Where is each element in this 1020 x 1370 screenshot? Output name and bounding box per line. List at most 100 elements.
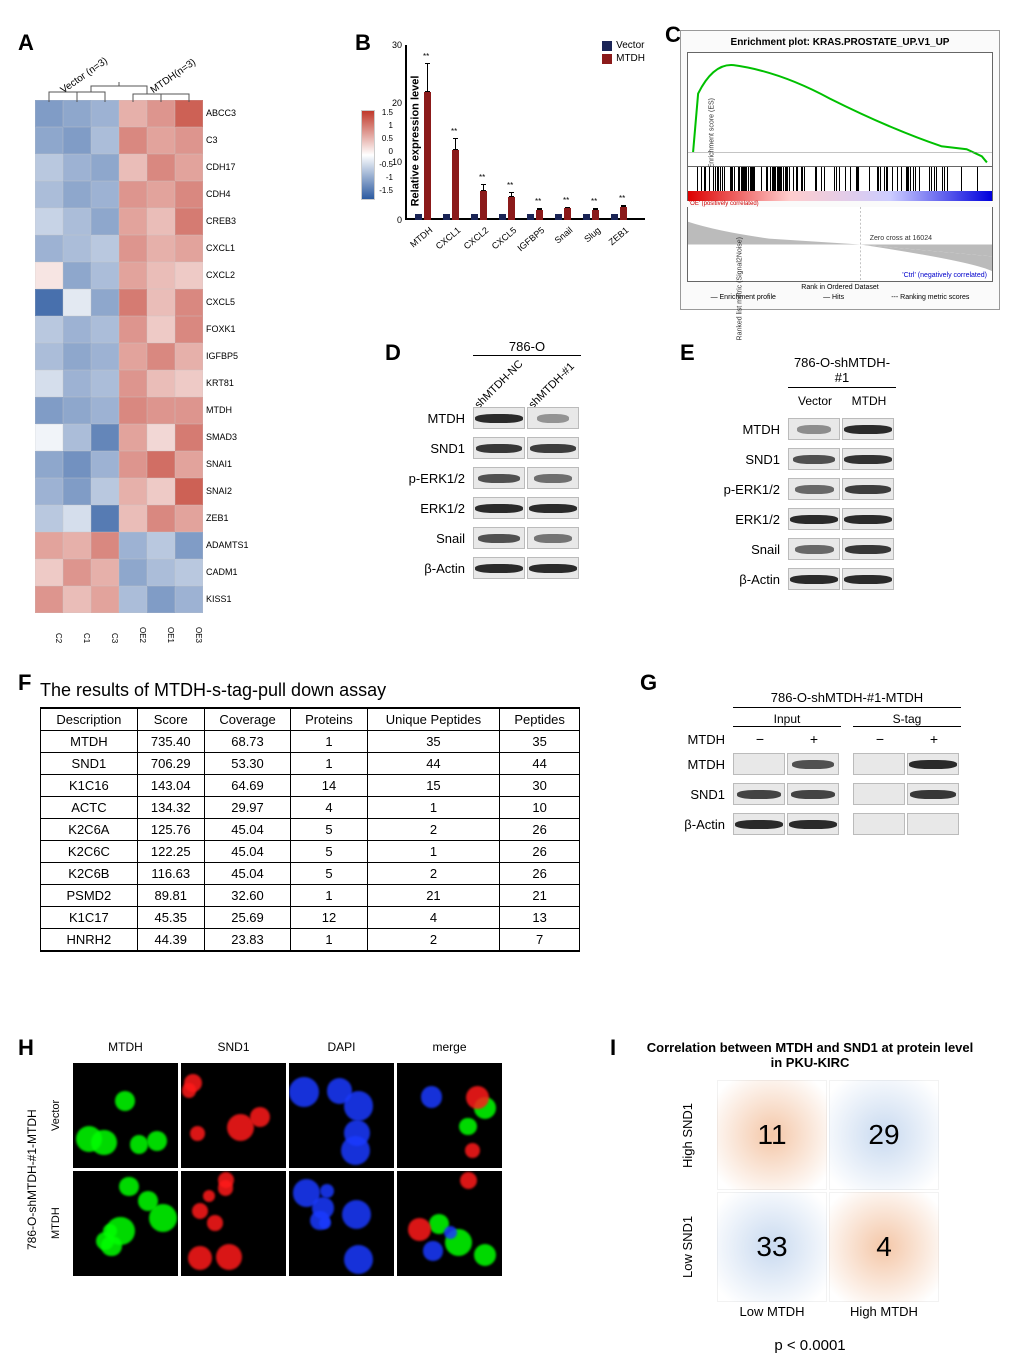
if-cell-blob <box>466 1086 489 1109</box>
if-image <box>181 1063 286 1168</box>
gsea-rank-area <box>688 207 992 281</box>
gsea-hit <box>746 167 747 191</box>
heatmap-cell <box>175 343 203 370</box>
wb-protein-label: p-ERK1/2 <box>710 482 788 497</box>
if-image <box>397 1063 502 1168</box>
heatmap-cell <box>147 343 175 370</box>
heatmap-cell <box>175 181 203 208</box>
significance-marker: ** <box>423 52 429 61</box>
gsea-hit <box>781 167 782 191</box>
ms-table-panel: The results of MTDH-s-tag-pull down assa… <box>40 680 580 952</box>
wb-lane <box>853 753 905 775</box>
table-cell: 15 <box>367 775 500 797</box>
error-bar <box>595 208 596 210</box>
gsea-hit <box>796 167 797 191</box>
heatmap-cell <box>175 262 203 289</box>
wb-row: MTDH <box>710 416 896 442</box>
if-cell-blob <box>119 1177 138 1196</box>
gsea-hit <box>836 167 837 191</box>
gsea-hit <box>910 167 911 191</box>
heatmap-cell <box>35 559 63 586</box>
heatmap-cell <box>63 424 91 451</box>
if-cell-blob <box>320 1184 334 1198</box>
heatmap-col-label: OE3 <box>175 613 203 643</box>
heatmap-cell <box>175 478 203 505</box>
heatmap-cell <box>91 424 119 451</box>
wb-e-rows: MTDHSND1p-ERK1/2ERK1/2Snailβ-Actin <box>710 416 896 592</box>
wb-lane <box>527 467 579 489</box>
heatmap-cell <box>35 343 63 370</box>
wb-lane <box>788 418 840 440</box>
table-header-cell: Peptides <box>500 708 580 731</box>
wb-e-col0: Vector <box>788 394 842 416</box>
table-cell: 45.04 <box>204 841 291 863</box>
table-cell: 143.04 <box>137 775 204 797</box>
wb-protein-label: Snail <box>395 531 473 546</box>
heatmap-cell <box>35 424 63 451</box>
wb-band <box>793 455 836 464</box>
gsea-neg-label: 'Ctrl' (negatively correlated) <box>902 272 987 279</box>
heatmap-cell <box>175 370 203 397</box>
table-cell: 26 <box>500 841 580 863</box>
gsea-hit <box>886 167 887 191</box>
error-bar <box>567 207 568 209</box>
wb-row: MTDH <box>395 405 581 431</box>
gsea-hit <box>697 167 698 191</box>
gsea-hit <box>722 167 723 191</box>
significance-marker: ** <box>563 196 569 205</box>
heatmap-cell <box>175 559 203 586</box>
corr-pvalue: p < 0.0001 <box>640 1337 980 1354</box>
bar-vector <box>527 214 534 220</box>
wb-band <box>909 760 957 769</box>
heatmap-cell <box>119 181 147 208</box>
table-row: HNRH244.3923.83127 <box>41 929 580 952</box>
corr-cell-10: 33 <box>717 1192 827 1302</box>
wb-lane <box>842 418 894 440</box>
if-image <box>289 1171 394 1276</box>
table-cell: 1 <box>291 731 367 753</box>
gsea-hits <box>687 167 993 191</box>
table-cell: 26 <box>500 863 580 885</box>
wb-lane <box>473 557 525 579</box>
if-col-label: DAPI <box>289 1040 394 1060</box>
heatmap-cell <box>35 451 63 478</box>
wb-lane <box>527 437 579 459</box>
heatmap-cell <box>35 289 63 316</box>
wb-lane <box>527 407 579 429</box>
gsea-hit <box>797 167 798 191</box>
table-cell: 21 <box>500 885 580 907</box>
western-blot-g: 786-O-shMTDH-#1-MTDH Input S-tag MTDH − … <box>655 690 961 841</box>
heatmap-cell <box>147 451 175 478</box>
if-cell-blob <box>190 1126 205 1141</box>
heatmap-cell <box>175 505 203 532</box>
ms-table-body: MTDH735.4068.7313535SND1706.2953.3014444… <box>41 731 580 952</box>
wb-protein-label: SND1 <box>395 441 473 456</box>
table-cell: PSMD2 <box>41 885 138 907</box>
heatmap-cell <box>91 478 119 505</box>
heatmap-gene-label: ZEB1 <box>203 505 263 532</box>
heatmap-cell <box>119 289 147 316</box>
gsea-hit <box>913 167 914 191</box>
bar-vector <box>611 214 618 220</box>
significance-marker: ** <box>451 127 457 136</box>
heatmap-gene-label: CDH4 <box>203 181 263 208</box>
wb-lane <box>527 497 579 519</box>
gsea-footer-0: Enrichment profile <box>720 294 776 301</box>
panel-f-label: F <box>18 670 31 696</box>
table-cell: 735.40 <box>137 731 204 753</box>
corr-cell-00: 11 <box>717 1080 827 1190</box>
panel-c-label: C <box>665 22 681 48</box>
panel-b-label: B <box>355 30 371 56</box>
table-row: MTDH735.4068.7313535 <box>41 731 580 753</box>
bar-vector <box>583 214 590 220</box>
heatmap-cell <box>119 208 147 235</box>
wb-protein-label: β-Actin <box>655 817 733 832</box>
gsea-hit <box>718 167 719 191</box>
gsea-xlabel: Rank in Ordered Dataset <box>687 284 993 291</box>
gsea-hit <box>919 167 920 191</box>
wb-band <box>797 425 831 434</box>
gsea-hit <box>869 167 870 191</box>
panel-h-label: H <box>18 1035 34 1061</box>
table-cell: 44 <box>500 753 580 775</box>
table-cell: 68.73 <box>204 731 291 753</box>
